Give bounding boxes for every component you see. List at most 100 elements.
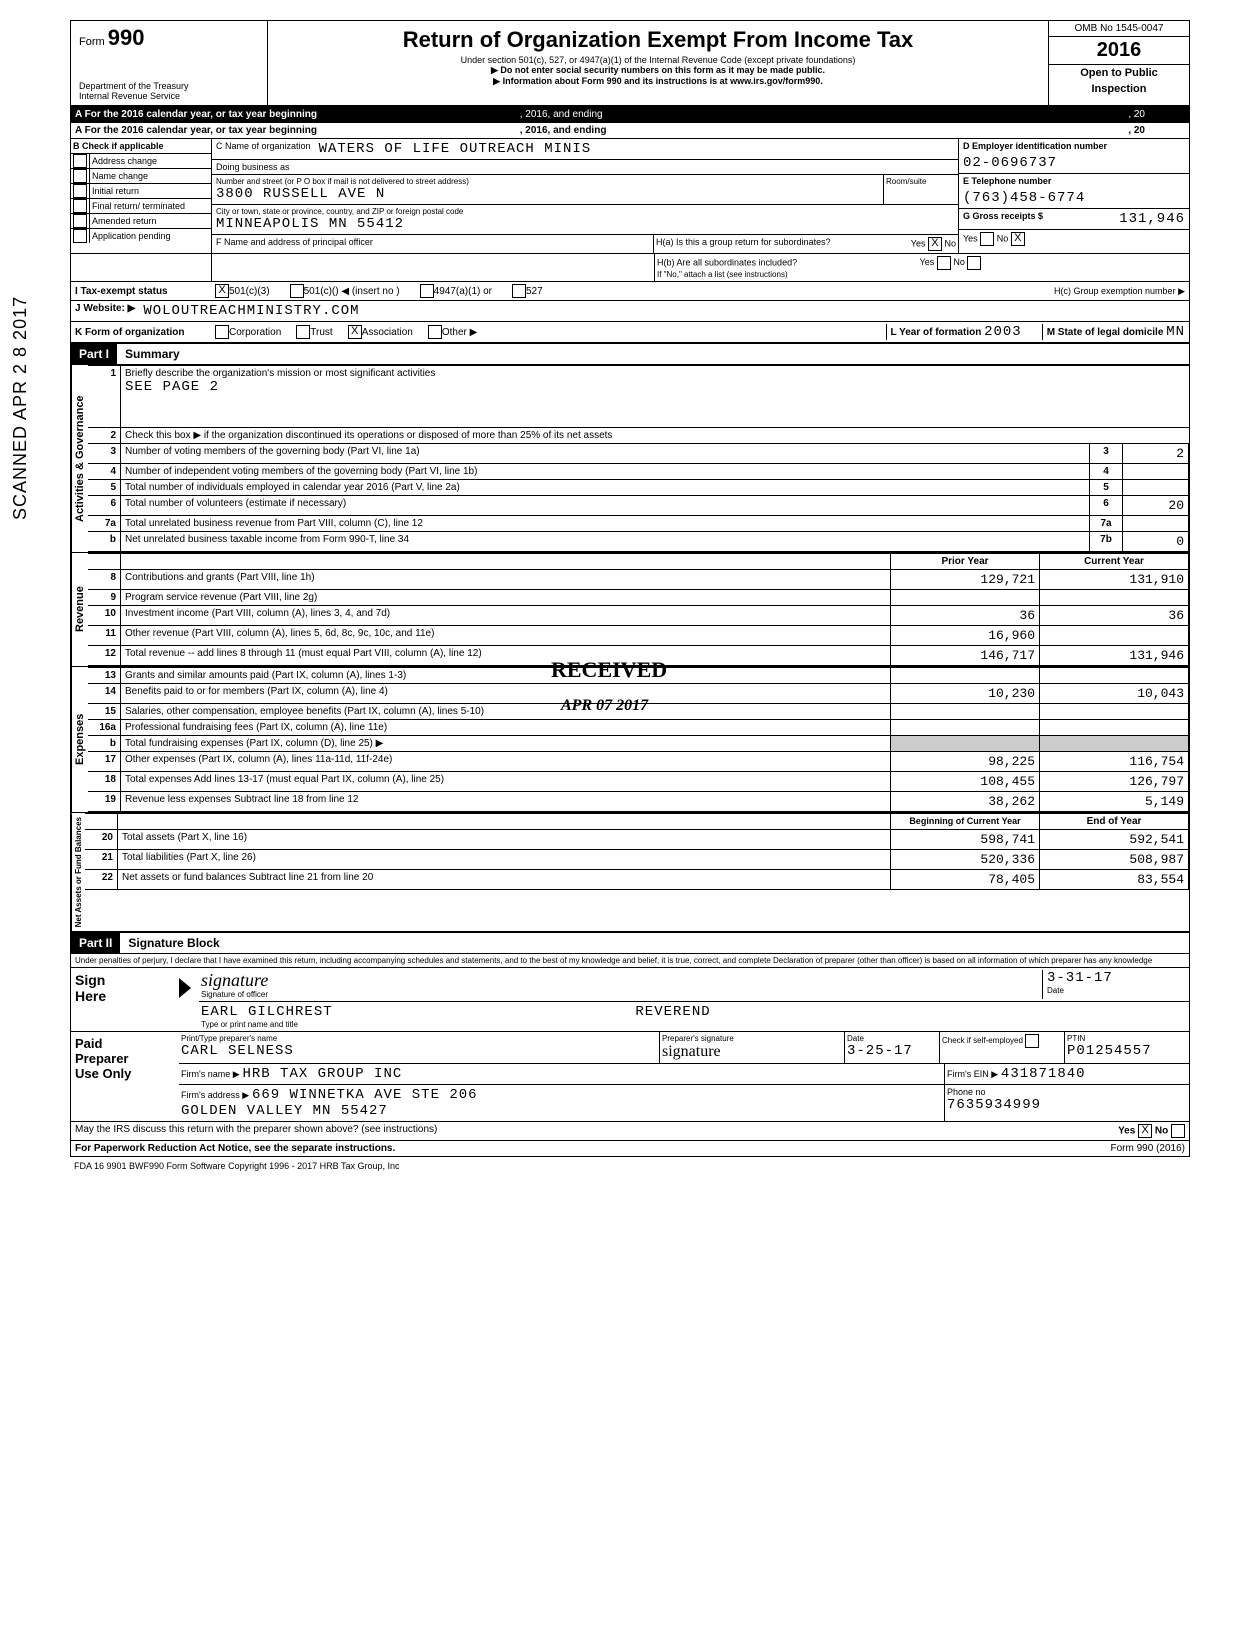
current-header: Current Year xyxy=(1040,554,1189,570)
i-527[interactable] xyxy=(512,284,526,298)
table-row: 8Contributions and grants (Part VIII, li… xyxy=(88,570,1189,590)
gov-line3: Number of voting members of the governin… xyxy=(121,444,1090,464)
gov-line7a: Total unrelated business revenue from Pa… xyxy=(121,516,1090,532)
prep-print-label: Print/Type preparer's name xyxy=(181,1034,657,1043)
checkbox-initial[interactable] xyxy=(73,184,87,198)
table-row: 18Total expenses Add lines 13-17 (must e… xyxy=(88,772,1189,792)
section-b-header: B Check if applicable xyxy=(71,139,211,154)
sign-date: 3-31-17 xyxy=(1047,970,1187,986)
line-j-label: J Website: ▶ xyxy=(75,303,135,319)
firm-name: HRB TAX GROUP INC xyxy=(242,1066,402,1082)
checkbox-name[interactable] xyxy=(73,169,87,183)
preparer-label: PaidPreparerUse Only xyxy=(71,1032,179,1121)
firm-ein-label: Firm's EIN ▶ xyxy=(947,1069,998,1079)
hb-yes[interactable] xyxy=(937,256,951,270)
irs-yes: Yes xyxy=(1118,1126,1135,1137)
phone-value: (763)458-6774 xyxy=(959,188,1189,209)
city-value: MINNEAPOLIS MN 55412 xyxy=(216,216,954,232)
hb-label: H(b) Are all subordinates included? xyxy=(657,257,797,267)
perjury-text: Under penalties of perjury, I declare th… xyxy=(71,954,1189,968)
yes-ha: Yes xyxy=(963,233,978,243)
self-employed-check[interactable] xyxy=(1025,1034,1039,1048)
firm-addr2: GOLDEN VALLEY MN 55427 xyxy=(181,1103,388,1119)
yes-1: Yes xyxy=(911,238,926,248)
checkbox-address[interactable] xyxy=(73,154,87,168)
b-name-change: Name change xyxy=(90,169,150,183)
gov-line2: Check this box ▶ if the organization dis… xyxy=(121,428,1189,444)
scanned-stamp: SCANNED APR 2 8 2017 xyxy=(10,296,31,520)
hb-no[interactable] xyxy=(967,256,981,270)
open-public-2: Inspection xyxy=(1049,81,1189,97)
table-row: 9Program service revenue (Part VIII, lin… xyxy=(88,590,1189,606)
i-opt1: 501(c)(3) xyxy=(229,286,270,297)
form-number: 990 xyxy=(108,25,145,50)
b-initial: Initial return xyxy=(90,184,141,198)
c-label: C Name of organization xyxy=(216,141,311,157)
phone-label: Phone no xyxy=(947,1087,1187,1097)
prep-check-label: Check if self-employed xyxy=(942,1037,1023,1046)
gov-line6: Total number of volunteers (estimate if … xyxy=(121,496,1090,516)
l-label: L Year of formation xyxy=(891,327,982,338)
yes-hb: Yes xyxy=(920,257,935,267)
gross-value: 131,946 xyxy=(1119,211,1185,227)
line-a-text-w: A For the 2016 calendar year, or tax yea… xyxy=(75,125,317,136)
subtitle-2: ▶ Do not enter social security numbers o… xyxy=(272,65,1044,76)
table-row: 17Other expenses (Part IX, column (A), l… xyxy=(88,752,1189,772)
k-corp[interactable] xyxy=(215,325,229,339)
ptin-value: P01254557 xyxy=(1067,1043,1187,1059)
irs-no-check[interactable] xyxy=(1171,1124,1185,1138)
irs-discuss: May the IRS discuss this return with the… xyxy=(75,1124,437,1138)
table-row: 20Total assets (Part X, line 16)598,7415… xyxy=(85,830,1189,850)
gov-6-val: 20 xyxy=(1123,496,1189,516)
checkbox-pending[interactable] xyxy=(73,229,87,243)
signer-title: REVEREND xyxy=(635,1004,710,1020)
i-4947[interactable] xyxy=(420,284,434,298)
form-header: Form 990 Department of the Treasury Inte… xyxy=(71,21,1189,107)
checkbox-final[interactable] xyxy=(73,199,87,213)
line-i-label: I Tax-exempt status xyxy=(75,286,215,297)
form-ref: Form 990 (2016) xyxy=(1111,1143,1185,1154)
prep-date-label: Date xyxy=(847,1034,937,1043)
gov-line1: Briefly describe the organization's miss… xyxy=(125,368,435,379)
no-1: No xyxy=(944,238,956,248)
part2-header: Part II xyxy=(71,933,120,953)
omb-number: OMB No 1545-0047 xyxy=(1049,21,1189,37)
table-row: 19Revenue less expenses Subtract line 18… xyxy=(88,792,1189,812)
d-label: D Employer identification number xyxy=(959,139,1189,153)
i-opt2: 501(c)( xyxy=(304,286,336,297)
i-501c3[interactable]: X xyxy=(215,284,229,298)
e-label: E Telephone number xyxy=(959,174,1189,188)
line-a-text: A For the 2016 calendar year, or tax yea… xyxy=(75,109,317,120)
street-label: Number and street (or P O box if mail is… xyxy=(216,177,879,186)
line-a-end: , 20 xyxy=(1128,109,1145,120)
table-row: 11Other revenue (Part VIII, column (A), … xyxy=(88,626,1189,646)
form-title: Return of Organization Exempt From Incom… xyxy=(272,27,1044,53)
ha-no2[interactable]: X xyxy=(1011,232,1025,246)
b-pending: Application pending xyxy=(90,229,173,243)
ha-yes2[interactable] xyxy=(980,232,994,246)
m-value: MN xyxy=(1166,324,1185,340)
k-trust[interactable] xyxy=(296,325,310,339)
i-501c[interactable] xyxy=(290,284,304,298)
i-opt4: 527 xyxy=(526,286,543,297)
hb-note: If "No," attach a list (see instructions… xyxy=(657,270,1187,279)
firm-addr: 669 WINNETKA AVE STE 206 xyxy=(252,1087,478,1103)
form-990: Form 990 Department of the Treasury Inte… xyxy=(70,20,1190,1157)
k-other[interactable] xyxy=(428,325,442,339)
dba-label: Doing business as xyxy=(212,160,958,175)
ha-yes[interactable]: X xyxy=(928,237,942,251)
gov-7b-val: 0 xyxy=(1123,532,1189,552)
irs-yes-check[interactable]: X xyxy=(1138,1124,1152,1138)
arrow-icon xyxy=(179,978,191,998)
irs-label: Internal Revenue Service xyxy=(79,91,259,101)
table-row: 16aProfessional fundraising fees (Part I… xyxy=(88,720,1189,736)
room-label: Room/suite xyxy=(883,175,958,204)
website-value: WOLOUTREACHMINISTRY.COM xyxy=(143,303,359,319)
checkbox-amended[interactable] xyxy=(73,214,87,228)
gov-line5: Total number of individuals employed in … xyxy=(121,480,1090,496)
k-assoc[interactable]: X xyxy=(348,325,362,339)
firm-phone: 7635934999 xyxy=(947,1097,1187,1113)
ptin-label: PTIN xyxy=(1067,1034,1187,1043)
part2-title: Signature Block xyxy=(120,936,219,950)
prep-date: 3-25-17 xyxy=(847,1043,937,1059)
